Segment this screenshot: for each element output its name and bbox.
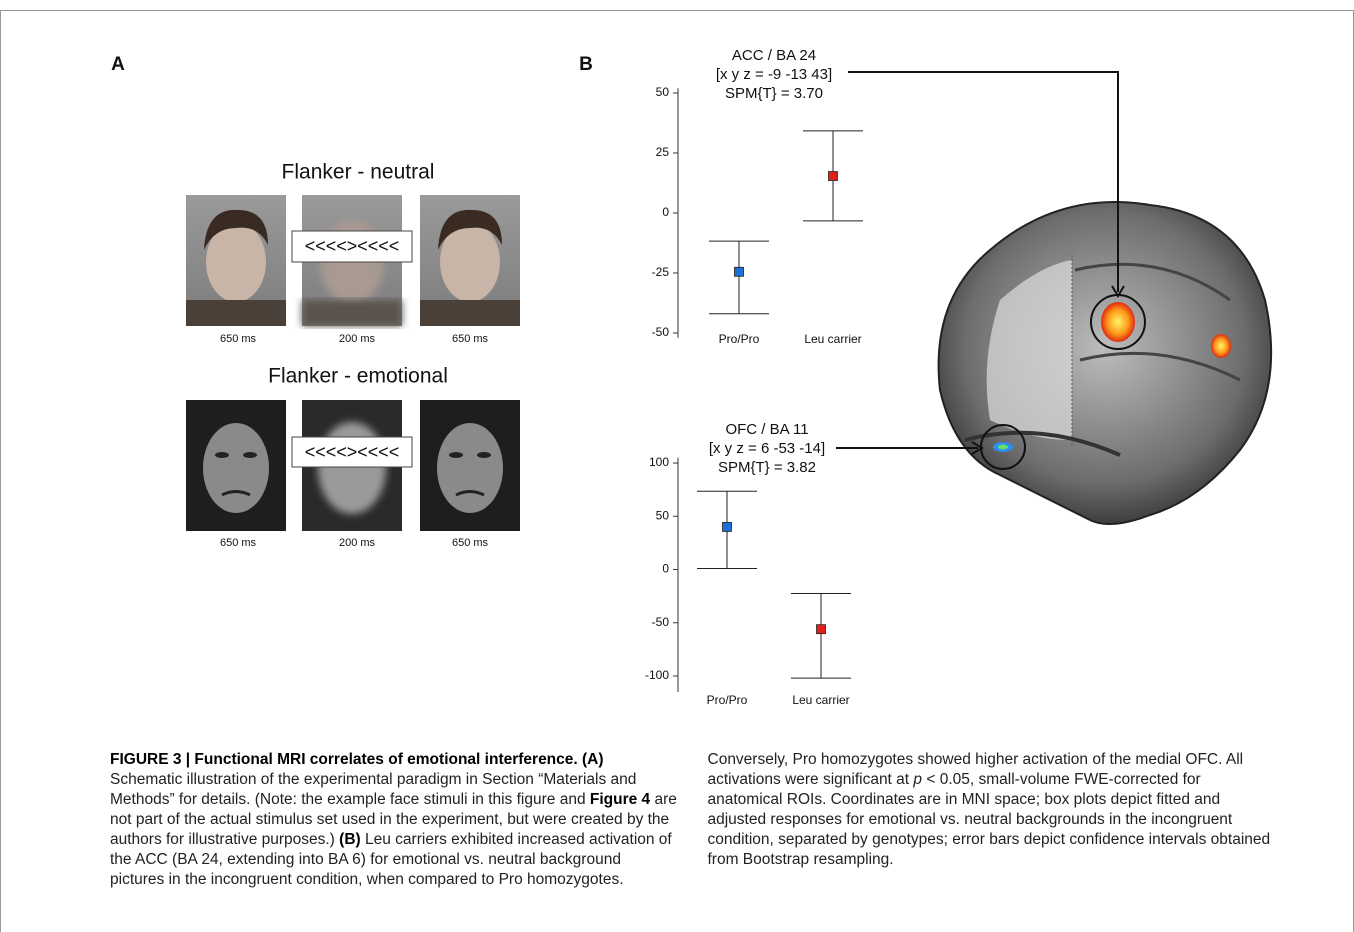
y-tick-label: 100 [649,455,669,469]
mean-marker [829,172,838,181]
p-symbol: p [913,771,922,788]
y-tick-label: 50 [656,508,670,522]
annotation: ACC / BA 24 [732,47,816,64]
condition-title: Flanker - neutral [282,161,435,184]
annotation: SPM{T} = 3.82 [718,459,816,476]
panel-label: A [111,54,125,75]
y-tick-label: 0 [662,205,669,219]
face-image [420,195,520,326]
duration-label: 650 ms [452,537,489,549]
x-tick-label: Leu carrier [792,693,849,707]
panel-ref: (A) [582,751,604,768]
mean-marker [735,267,744,276]
flanker-arrows: <<<<><<<< [305,236,400,256]
face-image [186,400,286,531]
duration-label: 650 ms [220,537,257,549]
annotation: SPM{T} = 3.70 [725,85,823,102]
y-tick-label: 25 [656,145,670,159]
y-tick-label: -25 [652,265,670,279]
figure-caption: FIGURE 3 | Functional MRI correlates of … [110,750,1275,890]
annotation: OFC / BA 11 [725,421,808,438]
page: A B Flanker - neutral <<<<><<<< 650 ms 2… [0,0,1354,932]
panel-label: B [579,54,593,75]
duration-label: 200 ms [339,333,376,345]
figure-ref: Figure 4 [590,791,650,808]
duration-label: 200 ms [339,537,376,549]
y-tick-label: -50 [652,615,670,629]
face-image [420,400,520,531]
face-image [186,195,286,326]
y-tick-label: -50 [652,325,670,339]
condition-title: Flanker - emotional [268,365,448,388]
caption-text: Schematic illustration of the experiment… [110,771,636,808]
brain-image [939,202,1272,524]
panel-ref: (B) [339,831,361,848]
duration-label: 650 ms [220,333,257,345]
mean-marker [817,625,826,634]
caption-heading: FIGURE 3 | Functional MRI correlates of … [110,751,578,768]
y-tick-label: 0 [662,562,669,576]
mean-marker [723,522,732,531]
y-tick-label: -100 [645,668,669,682]
duration-label: 650 ms [452,333,489,345]
x-tick-label: Pro/Pro [719,332,760,346]
annotation: [x y z = 6 -53 -14] [709,440,825,457]
x-tick-label: Leu carrier [804,332,861,346]
y-tick-label: 50 [656,85,670,99]
annotation: [x y z = -9 -13 43] [716,66,832,83]
flanker-arrows: <<<<><<<< [305,442,400,462]
x-tick-label: Pro/Pro [707,693,748,707]
